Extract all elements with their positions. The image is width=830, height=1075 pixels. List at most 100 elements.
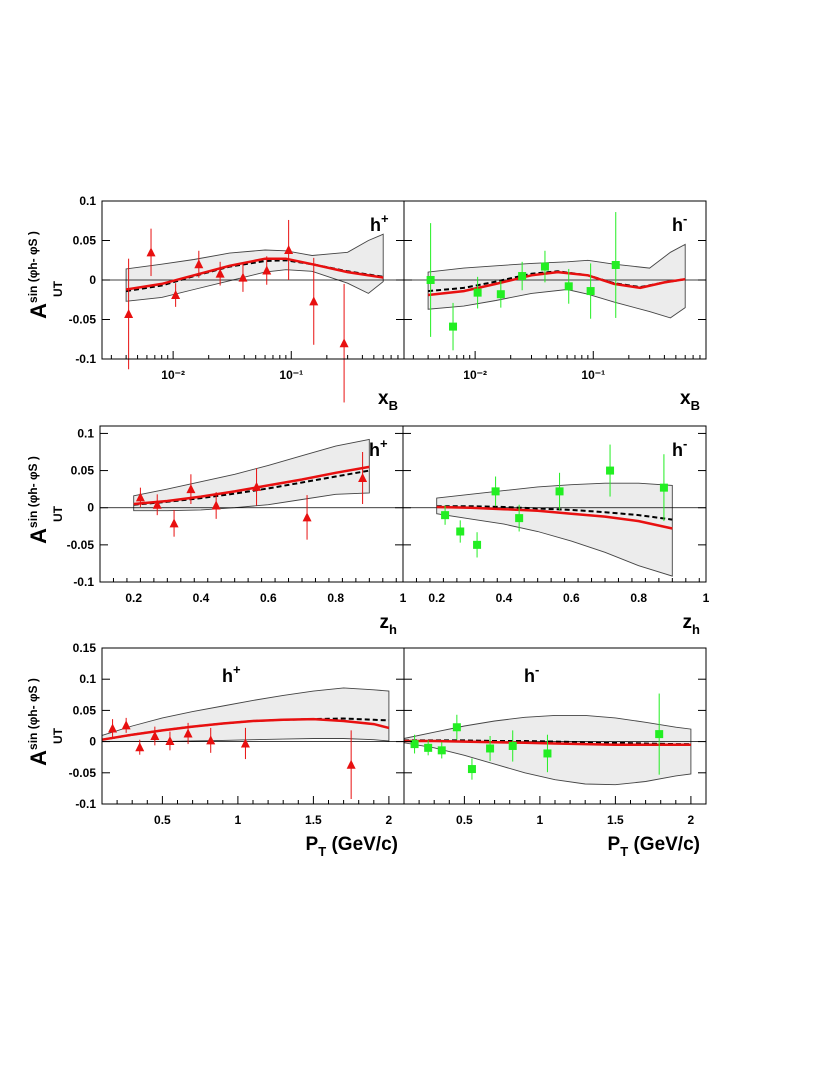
data-point-square <box>437 746 446 755</box>
x-axis-label-unit: (GeV/c) <box>326 834 398 855</box>
data-point-triangle <box>284 244 294 254</box>
x-tick-label: 10⁻² <box>161 368 185 382</box>
data-point-triangle <box>206 735 216 745</box>
y-axis-label: Asin (φh- φS ) <box>26 231 51 319</box>
data-point-square <box>606 466 615 475</box>
hadron-charge: - <box>683 436 687 451</box>
x-axis-label-sub: B <box>389 398 398 413</box>
hadron-label: h+ <box>370 211 389 235</box>
hadron-charge: - <box>535 662 539 677</box>
data-point-triangle <box>186 484 196 494</box>
data-point-triangle <box>262 265 272 275</box>
data-point-square <box>449 322 458 331</box>
y-tick-label: -0.05 <box>69 766 97 780</box>
data-point-triangle <box>108 723 118 733</box>
solid-curve <box>101 717 390 741</box>
data-point-triangle <box>135 492 145 502</box>
panel-xB-hminus: 10⁻² 10⁻¹ h-xB <box>403 200 707 413</box>
x-axis-label: zh <box>683 612 701 637</box>
data-point-square <box>426 276 435 284</box>
x-tick-label: 1 <box>400 591 407 605</box>
x-axis-label: PT (GeV/c) <box>306 834 398 859</box>
hadron-charge: - <box>683 211 687 226</box>
data-point-square <box>564 282 573 291</box>
x-tick-label: 2 <box>386 813 393 827</box>
hadron-label: h- <box>672 436 687 460</box>
data-point-triangle <box>171 290 181 300</box>
data-point-triangle <box>211 500 221 510</box>
panel-xB-hplus: -0.1 -0.05 0 0.05 0.1 10⁻² 10⁻¹ h+ xB <box>69 194 405 413</box>
data-point-square <box>452 723 461 732</box>
x-tick-label: 1 <box>235 813 242 827</box>
y-tick-label: 0.05 <box>73 234 97 248</box>
x-axis-label-sub: B <box>691 398 700 413</box>
data-point-triangle <box>124 308 134 318</box>
y-tick-label: -0.1 <box>75 797 96 811</box>
data-point-square <box>473 288 482 297</box>
x-axis-label-unit: (GeV/c) <box>628 834 700 855</box>
y-axis-label-sup: sin (φh- φS ) <box>26 456 40 528</box>
data-point-triangle <box>146 247 156 257</box>
x-tick-label: 0.6 <box>563 591 580 605</box>
uncertainty-band <box>125 233 384 302</box>
data-point-square <box>496 290 505 299</box>
y-tick-label: 0 <box>89 273 96 287</box>
data-point-triangle <box>121 720 131 730</box>
data-point-triangle <box>238 272 248 282</box>
x-axis-label: zh <box>380 612 398 637</box>
data-point-square <box>441 511 450 520</box>
x-axis-label-sub: T <box>620 844 628 859</box>
solid-curve <box>133 465 370 506</box>
x-tick-label: 0.4 <box>193 591 210 605</box>
plot-frame <box>402 425 707 583</box>
y-tick-label: -0.05 <box>67 538 95 552</box>
x-tick-label: 1 <box>537 813 544 827</box>
data-point-triangle <box>309 296 319 306</box>
data-point-triangle <box>358 473 368 482</box>
data-point-triangle <box>194 259 204 269</box>
y-axis-label-sub: UT <box>51 280 65 297</box>
y-axis-label: Asin (φh- φS ) <box>26 678 51 766</box>
x-axis-label-sub: h <box>389 622 397 637</box>
data-point-square <box>543 749 552 758</box>
solid-curve <box>404 739 691 746</box>
data-point-triangle <box>135 742 145 752</box>
data-point-square <box>540 262 549 271</box>
data-point-square <box>659 483 668 492</box>
hadron-charge: + <box>380 436 388 451</box>
x-tick-label: 10⁻¹ <box>581 368 605 382</box>
x-tick-label: 0.5 <box>456 813 473 827</box>
data-point-triangle <box>215 268 225 278</box>
solid-curve <box>427 270 686 297</box>
y-tick-label: 0.05 <box>73 703 97 717</box>
y-tick-label: 0.1 <box>79 672 96 686</box>
data-point-square <box>467 765 476 774</box>
hadron-charge: + <box>233 662 241 677</box>
x-axis-label: xB <box>378 388 398 413</box>
y-tick-label: 0.1 <box>79 194 96 208</box>
y-tick-label: 0.15 <box>73 641 97 655</box>
data-point-square <box>491 487 500 496</box>
data-point-square <box>515 514 524 523</box>
x-tick-label: 0.8 <box>630 591 647 605</box>
data-point-square <box>586 287 595 296</box>
hadron-label: h+ <box>369 436 388 460</box>
panel-PT-hminus: 0.5 1 1.5 2 h- PT (GeV/c) <box>403 647 707 859</box>
x-axis-label: xB <box>680 388 700 413</box>
data-point-square <box>555 487 564 496</box>
x-axis-label-sub: h <box>692 622 700 637</box>
x-axis-label-sub: T <box>318 844 326 859</box>
data-point-square <box>410 740 419 749</box>
data-point-triangle <box>240 738 250 748</box>
x-tick-label: 1 <box>703 591 710 605</box>
x-tick-label: 1.5 <box>305 813 322 827</box>
x-tick-label: 0.4 <box>496 591 513 605</box>
x-tick-label: 2 <box>688 813 695 827</box>
data-point-square <box>486 744 495 753</box>
data-point-square <box>424 743 433 752</box>
data-point-triangle <box>252 481 262 491</box>
